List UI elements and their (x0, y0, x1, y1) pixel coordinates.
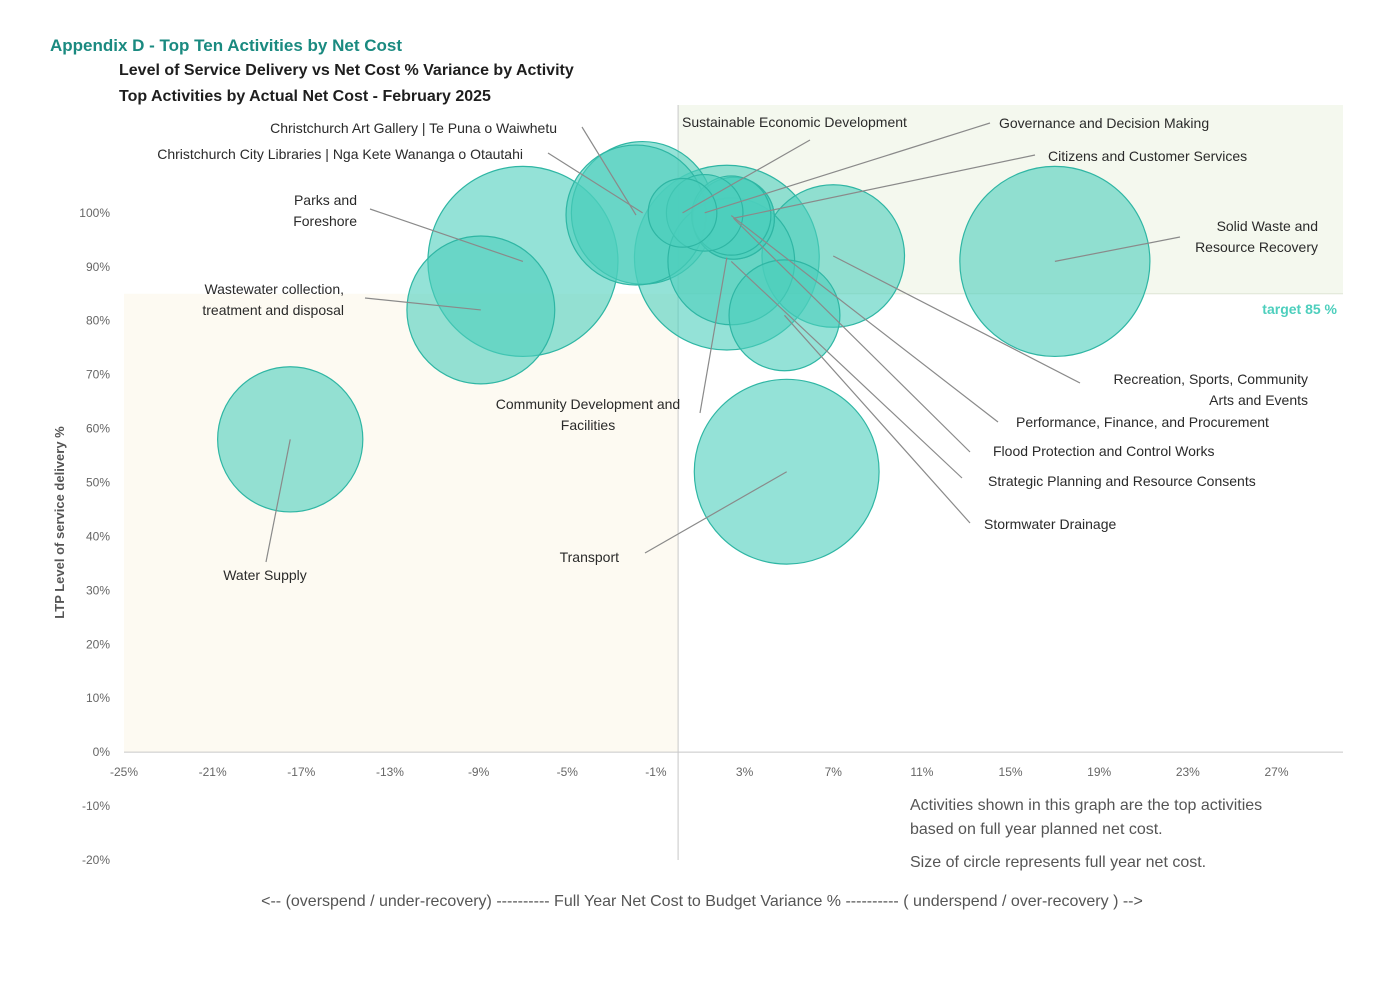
x-tick-label: 23% (1176, 765, 1200, 779)
label-christchurch-art-gallery-te-puna-o-waiwhetu: Christchurch Art Gallery | Te Puna o Wai… (270, 120, 557, 136)
label-stormwater-drainage: Stormwater Drainage (984, 516, 1116, 532)
chart-title: Level of Service Delivery vs Net Cost % … (119, 62, 574, 79)
y-tick-label: 60% (86, 422, 110, 436)
leader-community-development-and-facilities (699, 257, 728, 414)
x-tick-label: -21% (199, 765, 227, 779)
label-solid-waste-and-resource-recovery: Solid Waste and (1217, 218, 1318, 234)
x-tick-label: -13% (376, 765, 404, 779)
label-transport: Transport (560, 549, 620, 565)
x-tick-label: 19% (1087, 765, 1111, 779)
label-sustainable-economic-development: Sustainable Economic Development (682, 114, 907, 130)
y-tick-label: 80% (86, 314, 110, 328)
leader-transport (644, 471, 787, 554)
x-tick-label: -1% (645, 765, 667, 779)
label-governance-and-decision-making: Governance and Decision Making (999, 115, 1209, 131)
y-axis-label: LTP Level of service delivery % (52, 426, 67, 619)
label-citizens-and-customer-services: Citizens and Customer Services (1048, 148, 1247, 164)
label-solid-waste-and-resource-recovery: Resource Recovery (1195, 239, 1318, 255)
y-tick-label: 40% (86, 529, 110, 543)
label-flood-protection-and-control-works: Flood Protection and Control Works (993, 443, 1215, 459)
leader-performance-finance-and-procurement (730, 215, 999, 423)
x-tick-label: 27% (1264, 765, 1288, 779)
leader-flood-protection-and-control-works (733, 217, 971, 453)
leader-citizens-and-customer-services (733, 154, 1036, 219)
y-tick-label: 0% (93, 745, 111, 759)
label-parks-and-foreshore: Parks and (294, 192, 357, 208)
label-community-development-and-facilities: Facilities (561, 417, 615, 433)
below-target-zone (124, 293, 679, 753)
label-recreation-sports-community-arts-and-events: Recreation, Sports, Community (1113, 371, 1308, 387)
leader-governance-and-decision-making (704, 122, 991, 214)
leader-stormwater-drainage (784, 314, 971, 524)
x-tick-label: -5% (557, 765, 579, 779)
leader-christchurch-city-libraries-nga-kete-wananga-o-otautahi (547, 152, 643, 214)
x-tick-label: 7% (825, 765, 843, 779)
label-christchurch-city-libraries-nga-kete-wananga-o-otautahi: Christchurch City Libraries | Nga Kete W… (157, 146, 523, 162)
label-recreation-sports-community-arts-and-events: Arts and Events (1209, 392, 1308, 408)
appendix-title: Appendix D - Top Ten Activities by Net C… (50, 36, 402, 55)
label-water-supply: Water Supply (223, 567, 307, 583)
y-tick-label: 30% (86, 583, 110, 597)
label-community-development-and-facilities: Community Development and (496, 396, 680, 412)
y-tick-label: -10% (82, 799, 110, 813)
leader-parks-and-foreshore (369, 208, 524, 262)
y-tick-label: -20% (82, 853, 110, 867)
y-tick-label: 50% (86, 476, 110, 490)
y-tick-label: 100% (79, 206, 110, 220)
x-tick-label: 15% (999, 765, 1023, 779)
label-wastewater-collection-treatment-and-disposal: Wastewater collection, (204, 281, 344, 297)
x-tick-label: 11% (910, 765, 933, 779)
x-tick-label: -25% (110, 765, 138, 779)
x-tick-label: -9% (468, 765, 490, 779)
label-strategic-planning-and-resource-consents: Strategic Planning and Resource Consents (988, 473, 1256, 489)
label-parks-and-foreshore: Foreshore (293, 213, 357, 229)
label-performance-finance-and-procurement: Performance, Finance, and Procurement (1016, 414, 1269, 430)
leader-wastewater-collection-treatment-and-disposal (364, 297, 481, 311)
x-tick-label: 3% (736, 765, 754, 779)
y-tick-label: 70% (86, 368, 110, 382)
chart-subtitle: Top Activities by Actual Net Cost - Febr… (119, 88, 491, 105)
leader-strategic-planning-and-resource-consents (730, 260, 963, 479)
y-tick-label: 10% (86, 691, 110, 705)
leader-solid-waste-and-resource-recovery (1054, 236, 1181, 262)
chart-note-1: Activities shown in this graph are the t… (910, 797, 1262, 814)
leader-sustainable-economic-development (682, 139, 811, 214)
leader-recreation-sports-community-arts-and-events (832, 255, 1081, 384)
x-axis-label: <-- (overspend / under-recovery) -------… (261, 893, 1143, 910)
x-tick-label: -17% (287, 765, 315, 779)
y-tick-label: 90% (86, 260, 110, 274)
label-wastewater-collection-treatment-and-disposal: treatment and disposal (202, 302, 344, 318)
chart-note-2: based on full year planned net cost. (910, 821, 1163, 838)
leader-christchurch-art-gallery-te-puna-o-waiwhetu (581, 126, 637, 216)
target-label: target 85 % (1262, 301, 1337, 317)
chart-note-3: Size of circle represents full year net … (910, 854, 1206, 871)
y-tick-label: 20% (86, 637, 110, 651)
leader-water-supply (265, 439, 291, 563)
